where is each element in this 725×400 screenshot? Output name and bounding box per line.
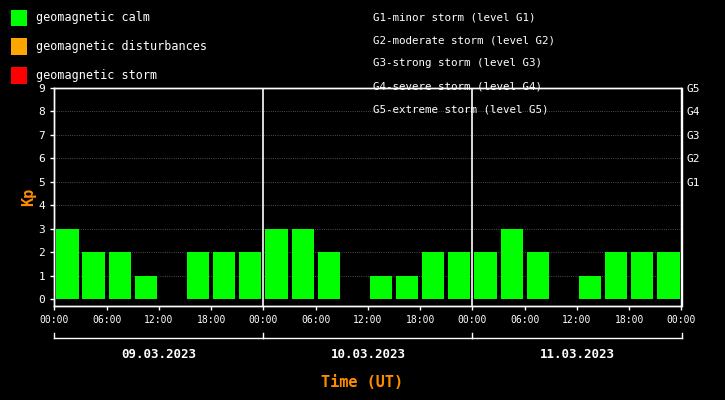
Text: G5-extreme storm (level G5): G5-extreme storm (level G5) [373,105,549,115]
Text: geomagnetic disturbances: geomagnetic disturbances [36,40,207,53]
Bar [57,229,78,299]
Bar [291,229,314,299]
Text: G2-moderate storm (level G2): G2-moderate storm (level G2) [373,35,555,45]
Bar [422,252,444,299]
Text: G1-minor storm (level G1): G1-minor storm (level G1) [373,12,536,22]
Text: Time (UT): Time (UT) [321,375,404,390]
Bar [658,252,679,299]
Text: geomagnetic storm: geomagnetic storm [36,69,157,82]
Text: 09.03.2023: 09.03.2023 [121,348,196,360]
Bar [500,229,523,299]
Text: 11.03.2023: 11.03.2023 [539,348,615,360]
Text: G4-severe storm (level G4): G4-severe storm (level G4) [373,82,542,92]
Bar [187,252,210,299]
Bar [83,252,104,299]
Text: geomagnetic calm: geomagnetic calm [36,12,149,24]
Bar [239,252,262,299]
Bar [526,252,549,299]
Bar [370,276,392,299]
Bar [109,252,130,299]
Bar [265,229,288,299]
Bar [631,252,653,299]
Bar [135,276,157,299]
Bar [213,252,236,299]
Bar [396,276,418,299]
Y-axis label: Kp: Kp [21,188,36,206]
Bar [579,276,601,299]
Text: 10.03.2023: 10.03.2023 [331,348,405,360]
Bar [605,252,627,299]
Bar [474,252,497,299]
Text: G3-strong storm (level G3): G3-strong storm (level G3) [373,58,542,68]
Bar [448,252,471,299]
Bar [318,252,340,299]
